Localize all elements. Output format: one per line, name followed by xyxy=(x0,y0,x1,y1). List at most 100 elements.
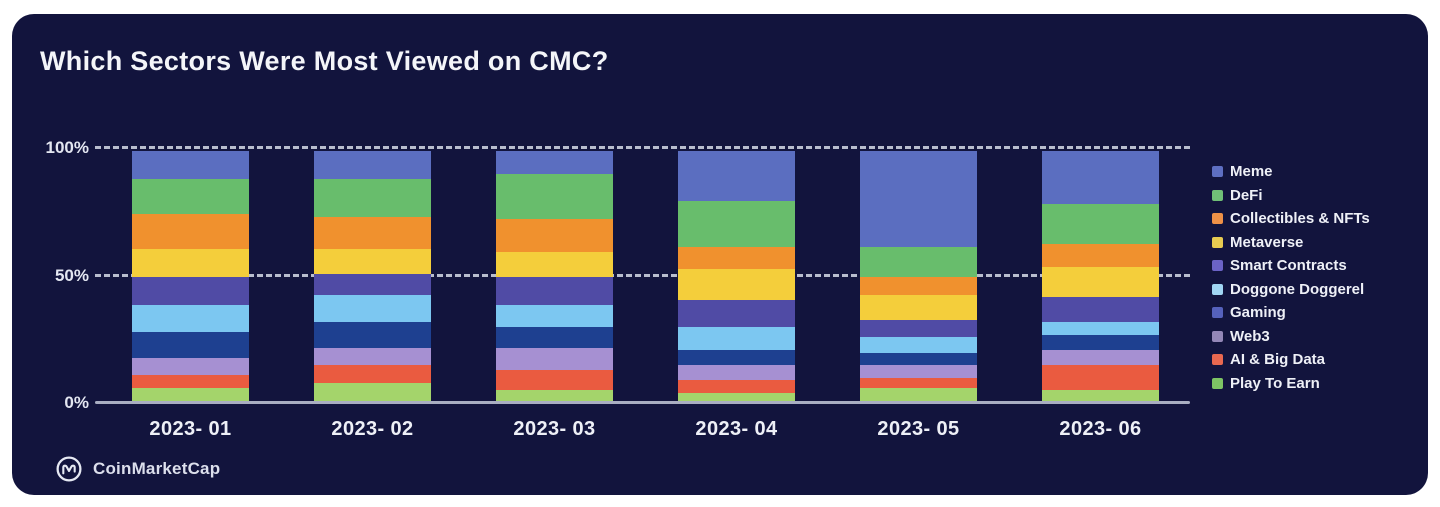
bar-segment-gaming xyxy=(860,352,977,366)
bar-segment-collectibles-nfts xyxy=(678,246,795,270)
bar-segment-web3 xyxy=(860,365,977,378)
legend-swatch-icon xyxy=(1212,213,1223,225)
x-axis-label: 2023- 06 xyxy=(1059,418,1142,440)
legend-item-label: Play To Earn xyxy=(1230,374,1320,392)
bar-segment-play-to-earn xyxy=(1042,390,1159,403)
bar-segment-meme xyxy=(132,151,249,179)
legend-item-label: Web3 xyxy=(1230,327,1270,345)
brand-name: CoinMarketCap xyxy=(93,459,221,478)
bar-segment-doggone-doggerel xyxy=(132,304,249,333)
bar-segment-metaverse xyxy=(132,249,249,277)
legend-item-meme: Meme xyxy=(1212,160,1370,184)
bar-segment-defi xyxy=(314,178,431,217)
legend-item-label: Gaming xyxy=(1230,304,1286,322)
stacked-bar-2023-06 xyxy=(1042,151,1159,403)
stacked-bar-2023-01 xyxy=(132,151,249,403)
bar-segment-ai-big-data xyxy=(678,380,795,393)
legend-swatch-icon xyxy=(1212,354,1223,366)
bar-segment-web3 xyxy=(678,365,795,381)
bar-segment-meme xyxy=(678,151,795,202)
x-axis-baseline xyxy=(95,401,1190,404)
bar-segment-metaverse xyxy=(1042,266,1159,298)
x-axis-label: 2023- 04 xyxy=(695,418,778,440)
legend-swatch-icon xyxy=(1212,377,1223,389)
legend-item-label: Meme xyxy=(1230,163,1273,181)
bar-segment-doggone-doggerel xyxy=(314,294,431,323)
bar-segment-metaverse xyxy=(678,269,795,300)
bar-segment-defi xyxy=(860,246,977,277)
gridline-50 xyxy=(95,273,1190,277)
chart-area: 100% 50% 0% 2023- 01 2023- 02 2023- 03 2023- … xyxy=(46,138,1190,440)
x-axis-labels: 2023- 01 2023- 02 2023- 03 2023- 04 2023- 05… xyxy=(95,418,1190,441)
legend-item-label: AI & Big Data xyxy=(1230,351,1326,369)
bar-segment-ai-big-data xyxy=(132,375,249,388)
bar-segment-ai-big-data xyxy=(1042,365,1159,391)
bar-segment-smart-contracts xyxy=(496,277,613,305)
bar-segment-meme xyxy=(314,151,431,179)
bar-segment-defi xyxy=(678,201,795,247)
bar-segment-smart-contracts xyxy=(678,299,795,328)
bar-segment-defi xyxy=(132,178,249,214)
stacked-bar-2023-03 xyxy=(496,151,613,404)
bar-segment-doggone-doggerel xyxy=(1042,322,1159,335)
bar-segment-gaming xyxy=(496,327,613,348)
legend-item-label: DeFi xyxy=(1230,186,1263,204)
legend-item-collectibles-nfts: Collectibles & NFTs xyxy=(1212,207,1370,231)
legend-swatch-icon xyxy=(1212,260,1223,272)
bar-segment-meme xyxy=(496,151,613,174)
bar-segment-doggone-doggerel xyxy=(860,337,977,353)
bar-segment-collectibles-nfts xyxy=(132,214,249,250)
bar-segment-smart-contracts xyxy=(860,319,977,338)
legend-item-label: Smart Contracts xyxy=(1230,257,1347,275)
bar-segment-web3 xyxy=(1042,350,1159,366)
bar-segment-meme xyxy=(860,151,977,247)
stacked-bar-2023-04 xyxy=(678,151,795,404)
legend-swatch-icon xyxy=(1212,166,1223,178)
bar-segment-gaming xyxy=(314,322,431,348)
bar-segment-smart-contracts xyxy=(1042,297,1159,323)
bar-segment-play-to-earn xyxy=(132,387,249,403)
legend-item-ai-big-data: AI & Big Data xyxy=(1212,348,1370,372)
legend-item-metaverse: Metaverse xyxy=(1212,231,1370,255)
bar-segment-ai-big-data xyxy=(314,365,431,383)
legend-swatch-icon xyxy=(1212,189,1223,201)
bar-segment-play-to-earn xyxy=(496,390,613,404)
bar-segment-gaming xyxy=(678,350,795,366)
stacked-bar-2023-05 xyxy=(860,151,977,403)
coinmarketcap-logo-icon xyxy=(56,456,82,482)
bar-segment-web3 xyxy=(132,357,249,376)
legend-swatch-icon xyxy=(1212,307,1223,319)
bar-segment-meme xyxy=(1042,151,1159,204)
bar-segment-gaming xyxy=(1042,334,1159,351)
bar-segment-play-to-earn xyxy=(860,387,977,403)
bar-segment-metaverse xyxy=(496,251,613,278)
y-axis-tick-label: 100% xyxy=(45,138,89,157)
bar-segment-gaming xyxy=(132,332,249,358)
x-axis-label: 2023- 02 xyxy=(331,418,414,440)
bar-segment-collectibles-nfts xyxy=(496,219,613,252)
bar-segment-defi xyxy=(496,173,613,220)
legend-swatch-icon xyxy=(1212,236,1223,248)
chart-card: Which Sectors Were Most Viewed on CMC? 1… xyxy=(12,14,1428,495)
legend-item-label: Doggone Doggerel xyxy=(1230,280,1365,298)
chart-title: Which Sectors Were Most Viewed on CMC? xyxy=(40,46,609,76)
legend-item-defi: DeFi xyxy=(1212,184,1370,208)
x-axis-label: 2023- 03 xyxy=(513,418,596,440)
bar-segment-doggone-doggerel xyxy=(496,304,613,328)
legend-item-web3: Web3 xyxy=(1212,325,1370,349)
bar-segment-play-to-earn xyxy=(314,382,431,403)
legend-item-doggone-doggerel: Doggone Doggerel xyxy=(1212,278,1370,302)
brand: CoinMarketCap xyxy=(55,455,220,483)
gridline-100 xyxy=(95,146,1190,149)
legend-item-label: Collectibles & NFTs xyxy=(1230,210,1370,228)
legend-item-play-to-earn: Play To Earn xyxy=(1212,372,1370,396)
bar-segment-doggone-doggerel xyxy=(678,327,795,351)
bar-segment-web3 xyxy=(314,347,431,366)
bar-segment-smart-contracts xyxy=(314,274,431,295)
bar-segment-collectibles-nfts xyxy=(314,216,431,250)
x-axis-label: 2023- 05 xyxy=(877,418,960,440)
bar-segment-ai-big-data xyxy=(496,370,613,391)
bar-segment-metaverse xyxy=(314,249,431,275)
bar-segment-smart-contracts xyxy=(132,277,249,305)
